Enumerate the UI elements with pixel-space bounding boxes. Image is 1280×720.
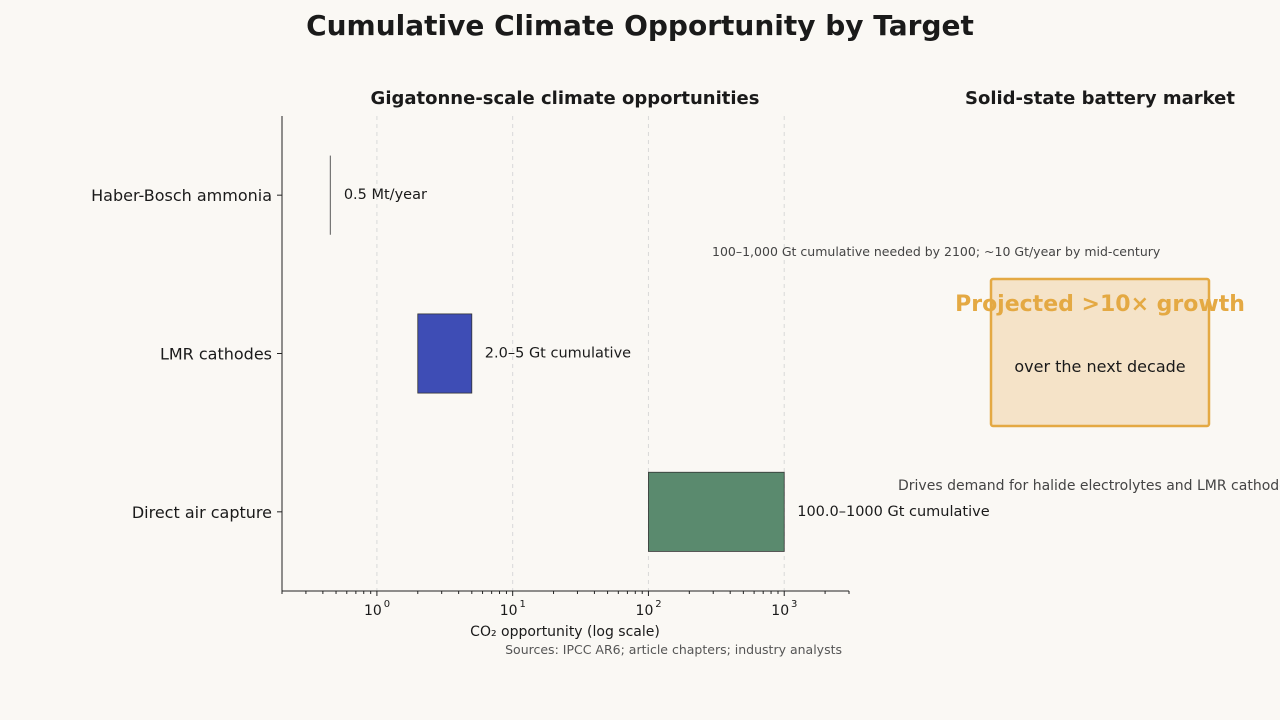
bar-data-label: 0.5 Mt/year (344, 187, 427, 203)
x-tick-label: 10 (771, 603, 789, 619)
x-tick-label: 10 (364, 603, 382, 619)
growth-headline: Projected >10× growth (955, 292, 1245, 317)
x-axis-label: CO₂ opportunity (log scale) (470, 624, 660, 640)
range-bar (329, 155, 331, 235)
growth-subline: over the next decade (1014, 357, 1185, 376)
figure-title: Cumulative Climate Opportunity by Target (306, 9, 974, 42)
x-tick-exponent: 2 (655, 599, 661, 610)
range-bar-chart: Gigatonne-scale climate opportunities 0.… (91, 88, 1161, 657)
x-tick-exponent: 3 (791, 599, 797, 610)
y-category-label: Haber-Bosch ammonia (91, 186, 272, 205)
x-tick-label: 10 (636, 603, 654, 619)
y-axis-labels: Haber-Bosch ammonia LMR cathodes Direct ai… (91, 186, 282, 522)
bar-data-label: 100.0–1000 Gt cumulative (797, 504, 989, 520)
x-tick-label: 10 (500, 603, 518, 619)
x-tick-exponent: 1 (519, 599, 525, 610)
range-bar (417, 313, 473, 394)
chart-title: Gigatonne-scale climate opportunities (371, 88, 760, 109)
bar-data-label: 2.0–5 Gt cumulative (485, 346, 631, 362)
callout-title: Solid-state battery market (965, 88, 1235, 109)
y-category-label: Direct air capture (132, 503, 272, 522)
x-tick-exponent: 0 (384, 599, 390, 610)
range-bar (648, 471, 785, 552)
callout-box (989, 277, 1211, 428)
bars: 0.5 Mt/year 2.0–5 Gt cumulative 100.0–1000… (329, 155, 990, 552)
x-axis-ticks: 10 0 10 1 10 2 10 3 (281, 591, 850, 619)
y-category-label: LMR cathodes (160, 345, 272, 364)
demand-note: Drives demand for halide electrolytes an… (898, 478, 1280, 494)
battery-market-callout: Solid-state battery market Projected >10… (898, 88, 1280, 494)
source-note: Sources: IPCC AR6; article chapters; ind… (505, 642, 842, 657)
dac-annotation: 100–1,000 Gt cumulative needed by 2100; … (712, 244, 1161, 259)
